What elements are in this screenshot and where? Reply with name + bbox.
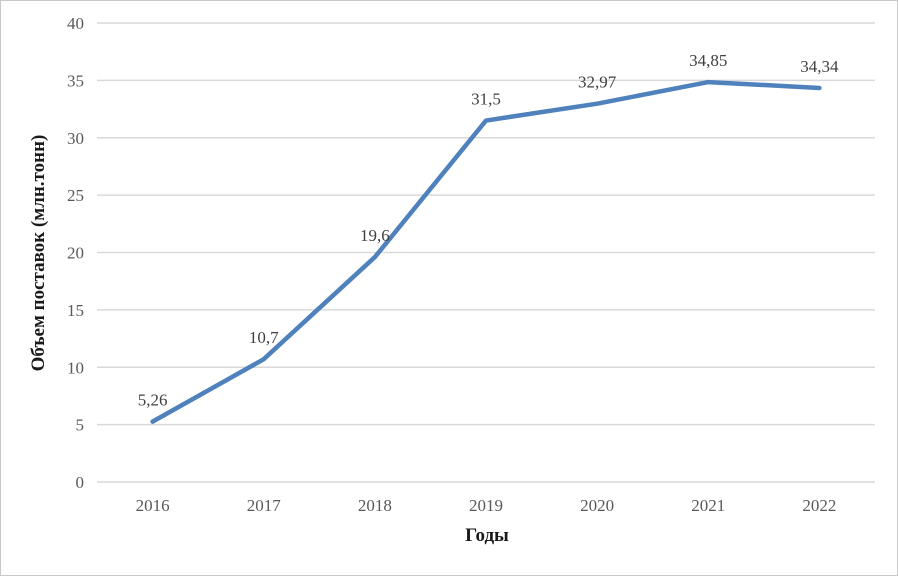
series-line bbox=[150, 79, 822, 424]
data-label: 32,97 bbox=[578, 73, 617, 92]
y-tick-label: 10 bbox=[67, 358, 84, 377]
y-tick-label: 25 bbox=[67, 186, 84, 205]
series-layer bbox=[150, 79, 822, 424]
x-tick-label: 2016 bbox=[136, 496, 170, 515]
y-tick-label: 0 bbox=[76, 473, 85, 492]
x-tick-label: 2021 bbox=[691, 496, 725, 515]
data-label: 5,26 bbox=[138, 391, 168, 410]
data-label: 10,7 bbox=[249, 328, 279, 347]
x-axis-title: Годы bbox=[465, 525, 509, 546]
x-axis-tick-labels: 2016 2017 2018 2019 2020 2021 2022 bbox=[136, 496, 837, 515]
x-tick-label: 2022 bbox=[802, 496, 836, 515]
x-tick-label: 2020 bbox=[580, 496, 614, 515]
y-tick-label: 20 bbox=[67, 244, 84, 263]
y-axis-title: Объем поставок (млн.тонн) bbox=[28, 135, 49, 372]
x-tick-label: 2019 bbox=[469, 496, 503, 515]
y-tick-label: 40 bbox=[67, 14, 84, 33]
data-label: 31,5 bbox=[471, 90, 501, 109]
y-tick-label: 5 bbox=[76, 416, 85, 435]
x-tick-label: 2018 bbox=[358, 496, 392, 515]
data-label: 34,85 bbox=[689, 51, 727, 70]
y-axis-tick-labels: 0 5 10 15 20 25 30 35 40 bbox=[67, 14, 84, 492]
data-label: 34,34 bbox=[800, 57, 839, 76]
y-tick-label: 15 bbox=[67, 301, 84, 320]
data-label: 19,6 bbox=[360, 226, 390, 245]
y-tick-label: 35 bbox=[67, 71, 84, 90]
y-tick-label: 30 bbox=[67, 129, 84, 148]
gridlines bbox=[97, 22, 875, 483]
data-labels: 5,26 10,7 19,6 31,5 32,97 34,85 34,34 bbox=[138, 51, 839, 410]
x-tick-label: 2017 bbox=[247, 496, 282, 515]
